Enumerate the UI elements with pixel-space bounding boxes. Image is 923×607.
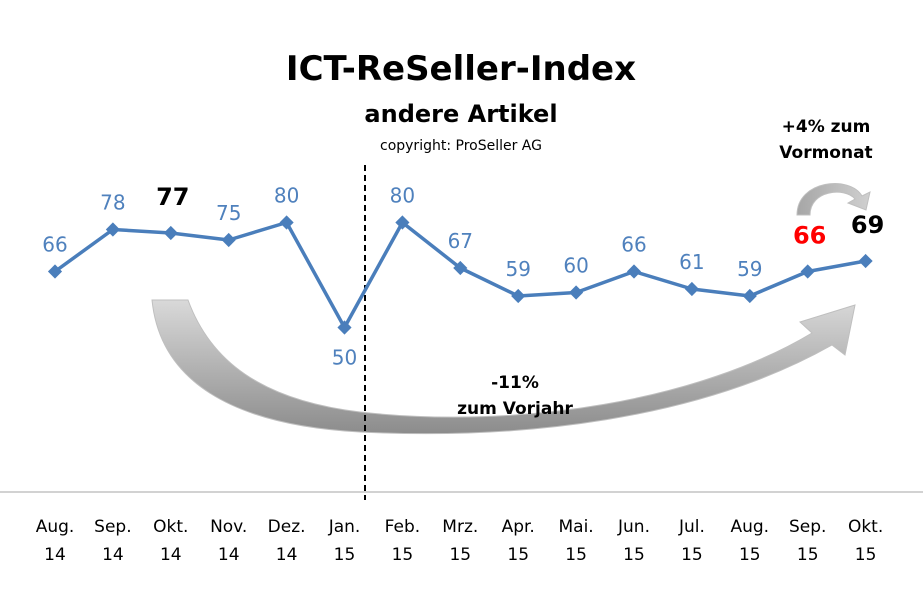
x-tick-label-year: 14 — [102, 545, 124, 565]
data-label: 80 — [390, 184, 415, 208]
data-point — [221, 232, 236, 248]
data-point — [800, 264, 815, 279]
x-tick-label-year: 14 — [44, 545, 66, 565]
data-point — [626, 264, 642, 279]
x-tick-label-month: Dez. — [268, 517, 306, 537]
x-tick-label-year: 15 — [565, 545, 587, 565]
data-label: 75 — [216, 201, 241, 225]
data-point — [858, 253, 873, 269]
data-point — [569, 285, 584, 300]
data-label: 78 — [100, 191, 125, 215]
x-tick-label-year: 14 — [276, 545, 298, 565]
x-tick-label-year: 15 — [392, 545, 414, 565]
chart-subtitle: andere Artikel — [364, 100, 557, 128]
data-point — [279, 215, 294, 230]
data-label: 77 — [156, 183, 189, 211]
x-tick-label-month: Okt. — [153, 517, 188, 537]
x-tick-label-month: Okt. — [848, 517, 883, 537]
x-tick-label-month: Sep. — [94, 517, 131, 537]
x-tick-label-month: Jul. — [678, 517, 705, 537]
data-label: 59 — [505, 257, 530, 281]
x-tick-label-year: 15 — [449, 545, 471, 565]
x-tick-label-month: Aug. — [36, 517, 75, 537]
data-point — [742, 288, 757, 304]
x-tick-label-year: 15 — [681, 545, 703, 565]
mom-annotation: +4% zum Vormonat — [779, 117, 872, 163]
x-tick-label-year: 15 — [623, 545, 645, 565]
x-tick-label-month: Apr. — [502, 517, 535, 537]
x-tick-label-month: Jun. — [617, 517, 650, 537]
year-over-year-arrow — [151, 299, 856, 435]
copyright-text: copyright: ProSeller AG — [380, 138, 542, 154]
data-point — [47, 264, 63, 279]
x-tick-label-month: Feb. — [385, 517, 421, 537]
data-label: 66 — [621, 233, 646, 257]
data-point — [395, 215, 410, 230]
x-tick-label-year: 15 — [739, 545, 761, 565]
x-tick-label-month: Mrz. — [442, 517, 478, 537]
x-tick-label-year: 15 — [334, 545, 356, 565]
x-tick-label-month: Mai. — [558, 517, 593, 537]
mom-line-1: +4% zum — [782, 117, 871, 137]
yoy-line-2: zum Vorjahr — [457, 399, 573, 419]
data-label: 67 — [448, 229, 473, 253]
x-tick-label-month: Jan. — [328, 517, 361, 537]
month-over-month-arrow — [796, 183, 871, 216]
x-tick-label-year: 15 — [507, 545, 529, 565]
data-point — [337, 320, 352, 335]
data-label: 69 — [851, 211, 884, 239]
data-label: 59 — [737, 257, 762, 281]
data-label: 80 — [274, 184, 299, 208]
data-label: 61 — [679, 250, 704, 274]
data-point — [511, 288, 526, 304]
x-tick-label-month: Sep. — [789, 517, 826, 537]
mom-line-2: Vormonat — [779, 143, 872, 163]
data-point — [684, 281, 699, 297]
data-label: 60 — [563, 254, 588, 278]
yoy-annotation: -11% zum Vorjahr — [457, 373, 573, 419]
data-label: 50 — [332, 346, 357, 370]
x-tick-label-year: 15 — [855, 545, 877, 565]
yoy-line-1: -11% — [491, 373, 539, 393]
x-tick-label-year: 15 — [797, 545, 819, 565]
data-label: 66 — [42, 233, 67, 257]
data-point — [163, 225, 178, 241]
data-label: 66 — [793, 222, 826, 250]
x-tick-label-year: 14 — [218, 545, 240, 565]
chart-title: ICT-ReSeller-Index — [286, 49, 636, 89]
data-point — [453, 260, 468, 276]
x-tick-label-month: Aug. — [730, 517, 769, 537]
x-tick-label-year: 14 — [160, 545, 182, 565]
x-tick-label-month: Nov. — [210, 517, 247, 537]
